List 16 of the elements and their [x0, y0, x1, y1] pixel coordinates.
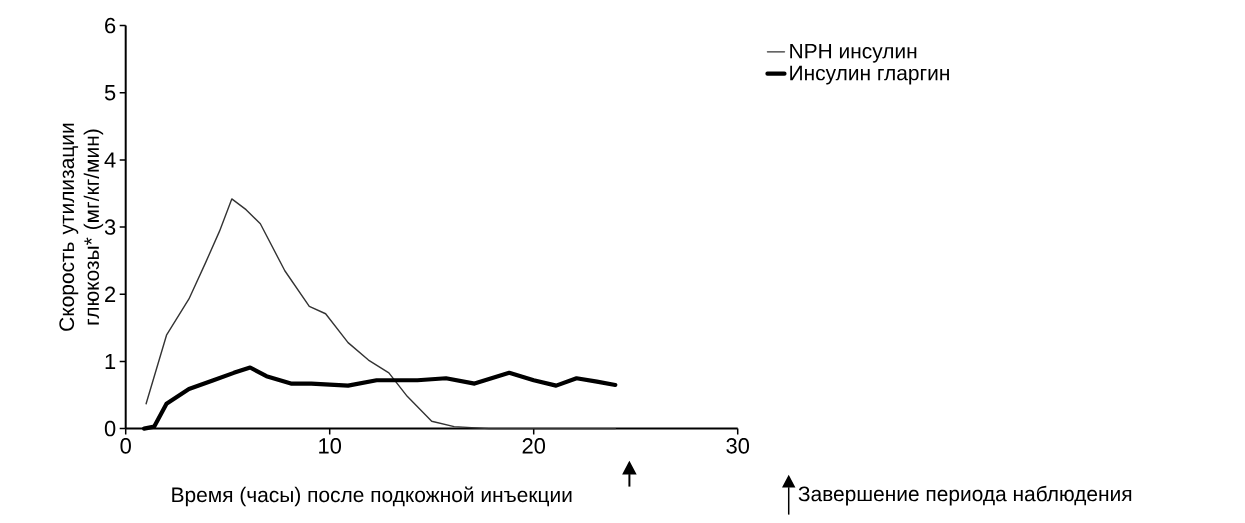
y-tick-label: 1 [105, 353, 116, 369]
y-tick-label: 5 [104, 85, 116, 101]
x-tick-label: 0 [120, 438, 131, 454]
legend-label: Инсулин гларгин [790, 65, 949, 85]
y-tick-label: 4 [104, 152, 116, 168]
y-tick-label: 3 [104, 219, 116, 235]
y-tick-label: 6 [105, 17, 116, 34]
legend-label: NPH инсулин [790, 43, 917, 63]
y-tick-label: 2 [105, 286, 116, 302]
x-axis-title: Время (часы) после подкожной инъекции [172, 486, 572, 507]
y-tick-label: 0 [104, 420, 116, 437]
x-tick-label: 20 [522, 438, 546, 454]
text: Завершение периода наблюдения [798, 485, 1132, 506]
x-tick-label: 30 [726, 438, 750, 454]
x-tick-label: 10 [319, 438, 342, 454]
y-axis-title: Скорость утилизации глюкозы* (мг/кг/мин) [59, 123, 104, 331]
